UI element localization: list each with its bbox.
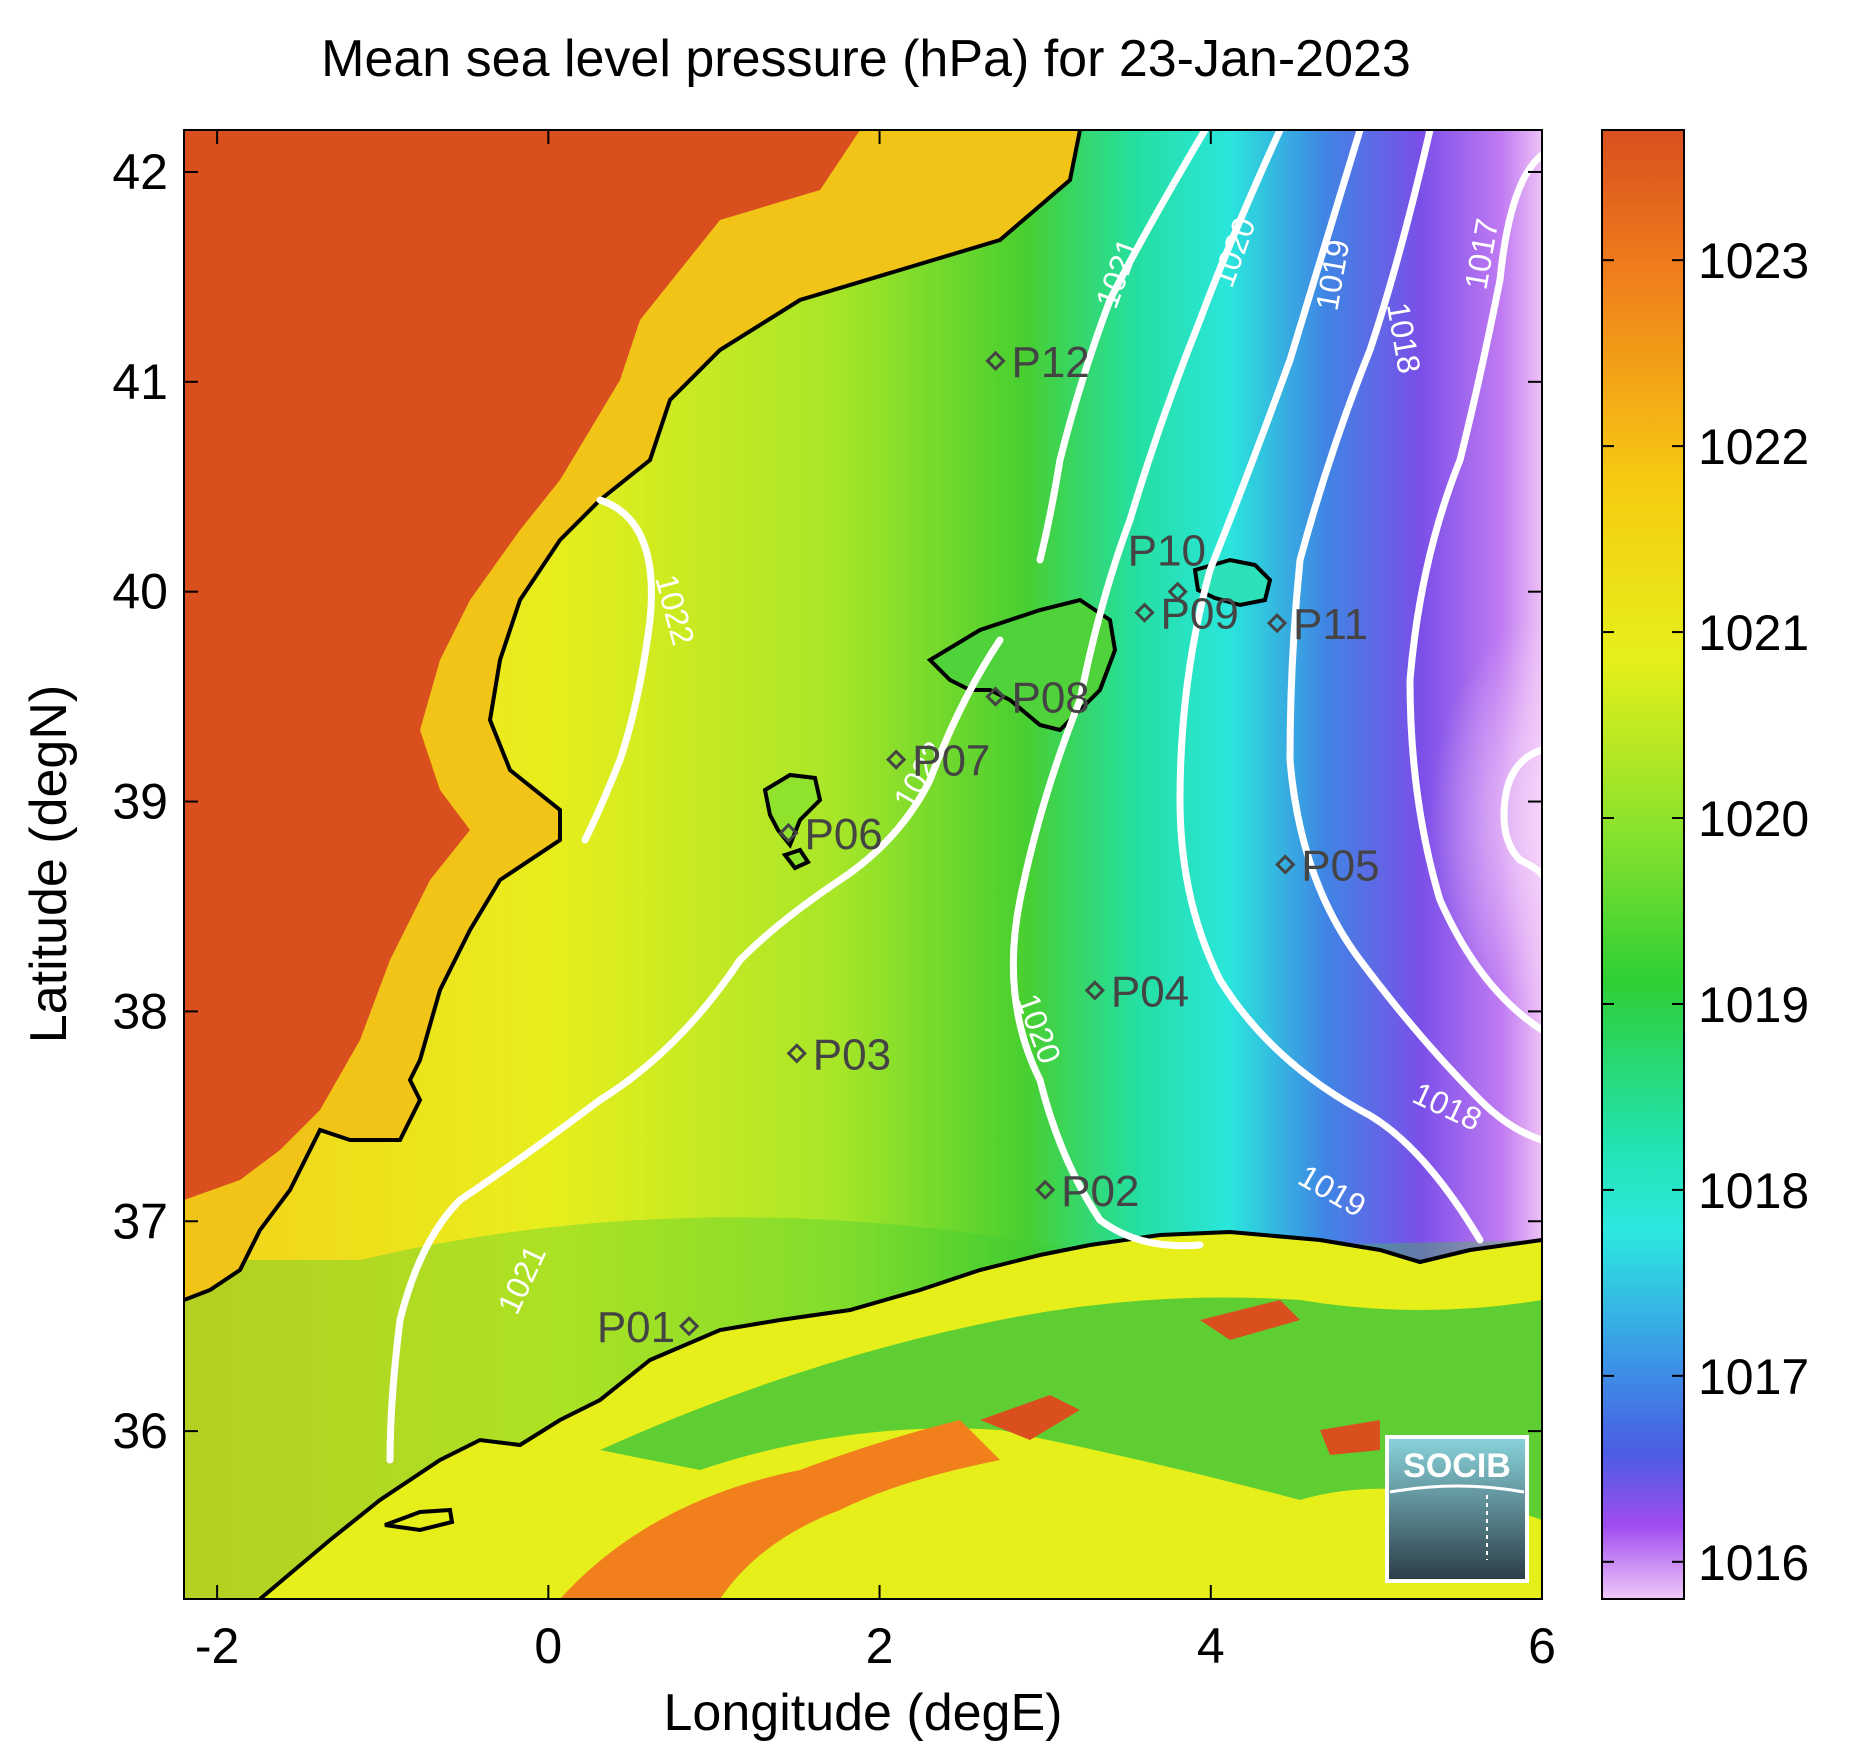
- socib-logo: SOCIB: [1385, 1435, 1529, 1583]
- isobar-1021-south: [386, 956, 744, 1464]
- low-pressure-centre: [1430, 612, 1542, 1028]
- africa-coastline: [258, 1229, 1542, 1599]
- logo-text: SOCIB: [1403, 1447, 1511, 1485]
- station-marker-icon: [985, 686, 1006, 707]
- mallorca: [926, 597, 1118, 733]
- isobar-lines: [386, 130, 1542, 1464]
- station-marker-icon: [985, 350, 1006, 371]
- x-tick-label: 4: [1197, 1618, 1225, 1674]
- y-tick-label: 42: [112, 144, 168, 200]
- isobar-1020: [1009, 130, 1284, 1250]
- plot-frame: [183, 129, 1543, 1600]
- x-tick-label: -2: [195, 1618, 239, 1674]
- x-tick-label: 2: [866, 1618, 894, 1674]
- plot-area: 1022102210211021102010201019101910181018…: [184, 130, 1542, 1599]
- station-label: P12: [1011, 338, 1089, 387]
- logo-wave-icon: [1389, 1484, 1525, 1494]
- isobar-1016: [1500, 746, 1542, 879]
- colorbar-tick-label: 1017: [1698, 1349, 1809, 1405]
- colorbar-tick-label: 1023: [1698, 233, 1809, 289]
- station-marker-icon: [1275, 854, 1296, 875]
- isobar-1022-south: [736, 636, 1004, 964]
- alboran-island: [384, 1507, 455, 1533]
- station-label: P08: [1011, 674, 1089, 723]
- station-marker-icon: [1266, 613, 1288, 634]
- station-label: P05: [1301, 842, 1379, 891]
- y-tick-label: 41: [112, 354, 168, 410]
- station-label: P01: [597, 1303, 675, 1352]
- station-marker-icon: [1035, 1179, 1056, 1200]
- station-label: P11: [1293, 600, 1368, 649]
- x-tick-label: 6: [1528, 1618, 1556, 1674]
- station-marker-icon: [778, 822, 799, 844]
- station-label: P04: [1111, 967, 1189, 1016]
- colorbar-tick-label: 1020: [1698, 791, 1809, 847]
- station-label: P06: [804, 810, 882, 859]
- station-marker-icon: [1084, 980, 1105, 1001]
- station-markers: P01 P02 P03 P04 P05 P06 P07 P08 P09 P10 P11 P12: [597, 338, 1380, 1352]
- station-marker-icon: [886, 749, 907, 770]
- x-axis: -2 0 2 4 6: [195, 130, 1556, 1674]
- y-axis: 42 41 40 39 38 37 36: [112, 144, 1542, 1459]
- isobar-1018: [1286, 130, 1542, 1144]
- station-label: P09: [1161, 590, 1239, 639]
- x-axis-label: Longitude (degE): [664, 1684, 1063, 1742]
- y-axis-label: Latitude (degN): [20, 685, 78, 1043]
- isobar-1017: [1406, 151, 1542, 1034]
- africa-mountains: [560, 1420, 1000, 1599]
- y-tick-label: 38: [112, 983, 168, 1039]
- station-label: P07: [912, 737, 990, 786]
- colorbar-tick-label: 1022: [1698, 419, 1809, 475]
- station-marker-icon: [1134, 602, 1155, 623]
- iberia-highland: [184, 130, 860, 1200]
- ibiza: [762, 772, 823, 849]
- isobar-1022-north: [581, 496, 655, 844]
- station-marker-icon: [786, 1043, 807, 1064]
- colorbar-tick-label: 1018: [1698, 1163, 1809, 1219]
- colorbar-tick-label: 1021: [1698, 605, 1809, 661]
- station-label: P10: [1128, 527, 1206, 576]
- y-tick-label: 36: [112, 1403, 168, 1459]
- logo-box: [1385, 1435, 1529, 1583]
- colorbar-ticks: 1023 1022 1021 1020 1019 1018 1017 1016: [1602, 233, 1809, 1591]
- y-tick-label: 39: [112, 774, 168, 830]
- station-label: P03: [813, 1030, 891, 1079]
- iberia-coastline: [184, 130, 1082, 1302]
- station-marker-icon: [1167, 581, 1188, 602]
- station-marker-icon: [678, 1316, 700, 1337]
- formentera: [781, 847, 811, 871]
- colorbar-scale: [1601, 129, 1685, 1600]
- africa-peaks: [980, 1300, 1380, 1455]
- colorbar-tick-label: 1016: [1698, 1535, 1809, 1591]
- chart-title: Mean sea level pressure (hPa) for 23-Jan…: [321, 30, 1411, 88]
- isobar-1021: [1036, 130, 1209, 564]
- y-tick-label: 37: [112, 1193, 168, 1249]
- colorbar-tick-label: 1019: [1698, 977, 1809, 1033]
- station-label: P02: [1061, 1167, 1139, 1216]
- isobar-1019: [1176, 130, 1484, 1244]
- x-tick-label: 0: [534, 1618, 562, 1674]
- y-tick-label: 40: [112, 564, 168, 620]
- colorbar: 1023 1022 1021 1020 1019 1018 1017 1016: [1601, 129, 1809, 1600]
